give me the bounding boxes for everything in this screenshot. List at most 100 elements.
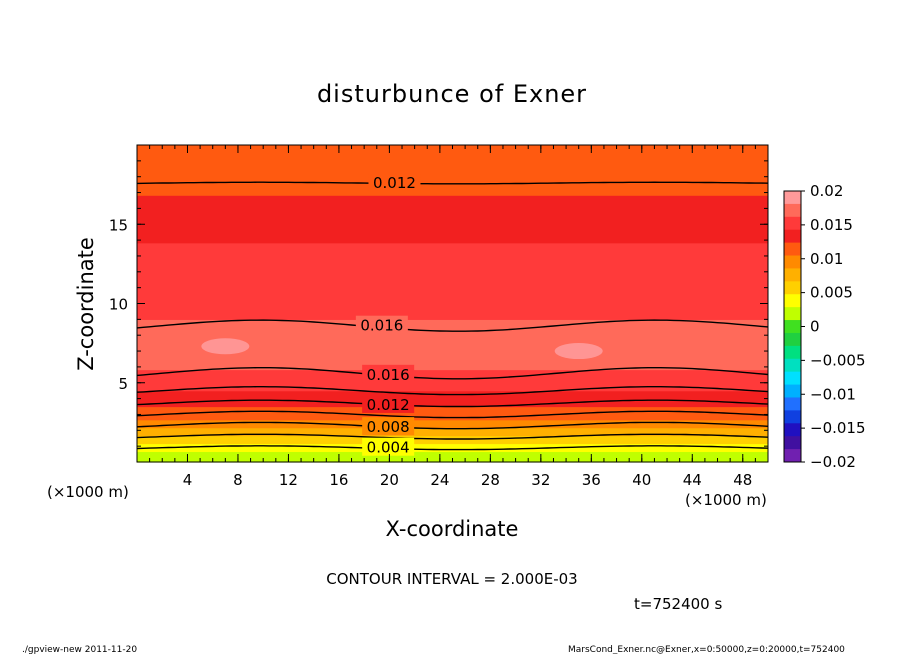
field-band: [137, 438, 768, 442]
field-band: [137, 176, 768, 180]
field-band: [137, 290, 768, 294]
field-band: [137, 203, 768, 207]
field-band: [137, 166, 768, 170]
field-band: [137, 232, 768, 236]
x-tick-label: 12: [279, 471, 298, 489]
field-band: [137, 234, 768, 239]
field-band: [137, 263, 768, 268]
colorbar-label: −0.015: [810, 419, 866, 437]
contour-label: 0.012: [373, 174, 416, 192]
field-band: [137, 369, 768, 373]
field-band: [137, 316, 768, 320]
colorbar-swatch: [784, 229, 801, 244]
field-band: [137, 335, 768, 339]
field-band: [137, 269, 768, 273]
field-band: [137, 250, 768, 254]
field-band: [137, 388, 768, 392]
x-axis-label: X-coordinate: [386, 517, 519, 541]
colorbar-label: −0.005: [810, 351, 866, 369]
x-tick-label: 20: [380, 471, 399, 489]
field-band: [137, 300, 768, 305]
x-tick-label: 28: [481, 471, 500, 489]
field-band: [137, 187, 768, 191]
field-band: [137, 432, 768, 437]
colorbar-swatch: [784, 423, 801, 437]
contour-label-bg: [368, 173, 421, 192]
plot-area: [137, 145, 768, 463]
contour-line: [136, 386, 769, 396]
field-band: [137, 261, 768, 265]
field-band: [137, 398, 768, 402]
field-band: [137, 258, 768, 262]
field-band: [137, 277, 768, 281]
field-band: [137, 184, 768, 188]
field-band: [137, 401, 768, 405]
field-band: [137, 266, 768, 270]
colorbar-swatch: [784, 410, 801, 424]
field-band: [137, 451, 768, 455]
colorbar: [783, 190, 802, 463]
field-band: [137, 411, 768, 416]
contour-interval-text: CONTOUR INTERVAL = 2.000E-03: [326, 570, 577, 588]
colorbar-swatch: [784, 449, 801, 463]
contour-line: [136, 319, 769, 332]
y-axis-label: Z-coordinate: [74, 237, 98, 371]
field-band: [137, 163, 768, 167]
footer-right: MarsCond_Exner.nc@Exner,x=0:50000,z=0:20…: [568, 645, 845, 654]
field-band: [137, 274, 768, 278]
field-band: [137, 171, 768, 175]
field-band: [137, 366, 768, 371]
contour-label-bg: [362, 437, 415, 456]
field-band: [137, 195, 768, 199]
field-band: [137, 314, 768, 318]
x-tick-label: 16: [329, 471, 348, 489]
field-band: [137, 158, 768, 162]
field-band: [137, 364, 768, 368]
field-band: [137, 395, 768, 400]
x-tick-label: 8: [233, 471, 243, 489]
field-band: [137, 168, 768, 173]
field-band: [137, 324, 768, 328]
field-band: [137, 446, 768, 450]
colorbar-swatch: [784, 268, 801, 282]
field-band: [137, 372, 768, 376]
footer-left: ./gpview-new 2011-11-20: [22, 645, 137, 654]
x-tick-label: 40: [632, 471, 651, 489]
contour-label: 0.012: [367, 396, 410, 414]
field-band: [137, 321, 768, 326]
chart-title: disturbunce of Exner: [317, 80, 587, 108]
field-band: [137, 419, 768, 423]
contour-label-bg: [362, 394, 415, 413]
colorbar-swatch: [784, 191, 801, 205]
colorbar-swatch: [784, 332, 801, 347]
field-band: [137, 160, 768, 165]
field-band: [137, 205, 768, 209]
field-band: [137, 390, 768, 394]
field-band: [137, 319, 768, 323]
field-band: [137, 224, 768, 228]
field-band: [137, 327, 768, 331]
field-band: [137, 343, 768, 347]
maximum-region: [554, 343, 603, 360]
field-band: [137, 361, 768, 365]
field-band: [137, 448, 768, 453]
colorbar-labels: 0.02 0.015 0.01 0.005 0 −0.005 −0.01 −0.015 −0.0…: [801, 182, 866, 471]
colorbar-label: 0.01: [810, 250, 843, 268]
colorbar-swatch: [784, 255, 801, 269]
x-axis-ticks: 4 8 12 16 20 24 28 32 36 40 44 48: [136, 145, 769, 489]
contour-label: 0.008: [367, 418, 410, 436]
field-band: [137, 409, 768, 413]
field-band: [137, 174, 768, 178]
field-band: [137, 240, 768, 244]
field-band: [137, 356, 768, 360]
field-band: [137, 285, 768, 289]
field-band: [137, 150, 768, 154]
field-band: [137, 422, 768, 426]
x-unit-right: (×1000 m): [685, 491, 767, 509]
field-band: [137, 303, 768, 307]
colorbar-label: −0.02: [810, 453, 856, 471]
field-band: [137, 403, 768, 408]
colorbar-label: 0.005: [810, 284, 853, 302]
field-band: [137, 382, 768, 386]
